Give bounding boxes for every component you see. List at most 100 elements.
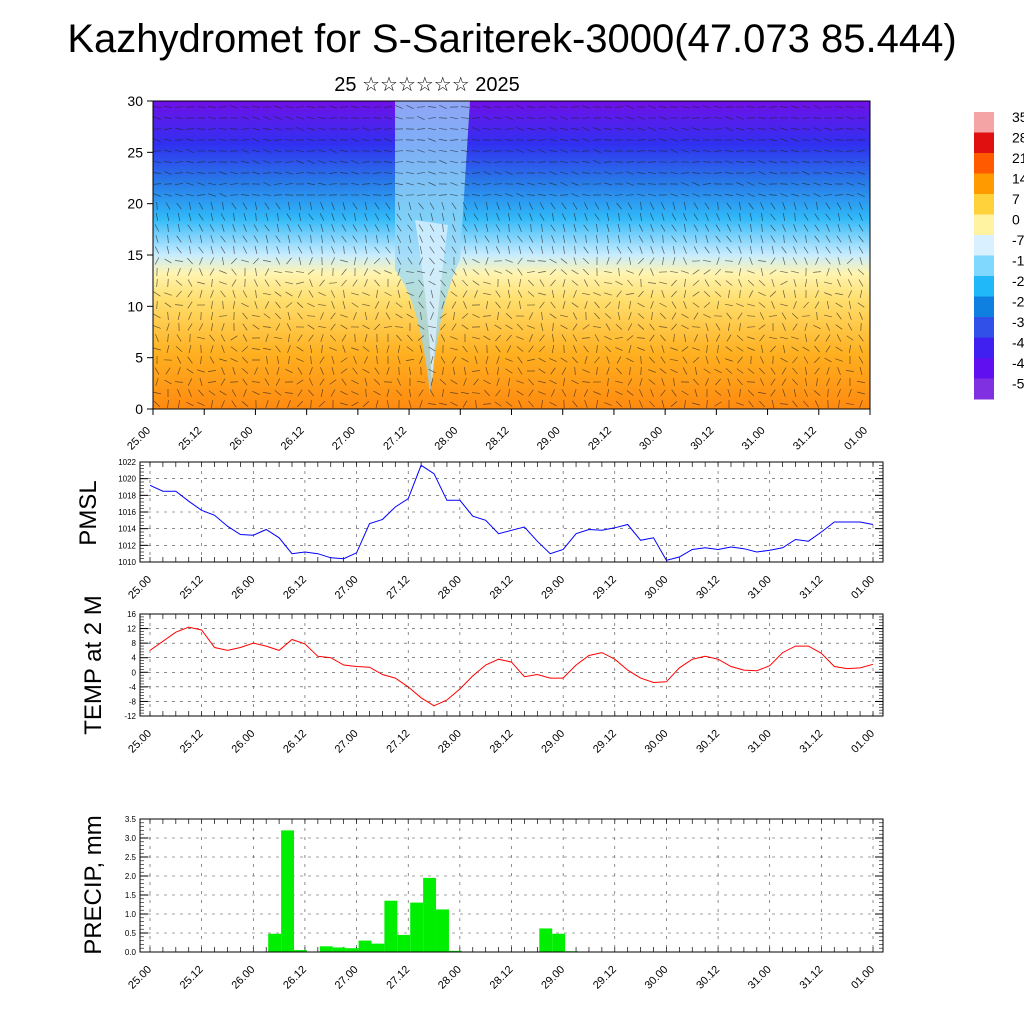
wind-barb <box>471 392 481 394</box>
wind-barb <box>472 160 480 164</box>
wind-barb <box>746 172 756 174</box>
wind-barb <box>826 224 830 232</box>
wind-barb <box>770 389 776 397</box>
wind-barb <box>408 235 412 243</box>
wind-barb <box>725 346 733 352</box>
wind-barb <box>153 400 161 408</box>
wind-barb <box>670 148 678 154</box>
wind-barb <box>285 302 293 308</box>
wind-barb <box>483 160 491 164</box>
wind-barb <box>761 223 763 233</box>
wind-barb <box>343 289 345 299</box>
wind-barb <box>616 246 622 254</box>
wind-barb <box>738 246 742 254</box>
wind-barb <box>792 235 798 243</box>
wind-barb <box>210 235 214 243</box>
wind-barb <box>175 346 183 352</box>
wind-barb <box>848 389 852 397</box>
wind-barb <box>661 246 665 254</box>
wind-barb <box>815 257 819 265</box>
wind-barb <box>725 127 733 131</box>
wind-barb <box>187 257 193 265</box>
wind-barb <box>188 389 192 397</box>
wind-barb <box>284 183 294 185</box>
wind-barb <box>793 279 797 287</box>
wind-barb <box>452 367 456 375</box>
wind-barb <box>515 183 525 185</box>
wind-barb <box>352 235 358 243</box>
wind-barb <box>736 335 744 341</box>
wind-barb <box>703 105 711 109</box>
wind-barb <box>482 183 492 185</box>
wind-barb <box>705 378 709 386</box>
wind-barb <box>495 224 501 232</box>
wind-barb <box>395 182 403 186</box>
wind-barb <box>429 202 435 210</box>
wind-barb <box>692 347 700 351</box>
wind-barb <box>856 381 866 383</box>
wind-barb <box>288 355 290 365</box>
wind-barb <box>715 323 721 331</box>
wind-barb <box>309 246 313 254</box>
wind-barb <box>670 193 678 197</box>
wind-barb <box>318 116 326 120</box>
wind-barb <box>670 171 678 175</box>
wind-barb <box>846 335 854 341</box>
wind-barb <box>187 356 193 364</box>
precip-bar <box>319 946 333 952</box>
wind-barb <box>265 235 269 243</box>
colorbar-segment <box>974 112 994 133</box>
wind-barb <box>572 334 578 342</box>
wind-barb <box>209 257 215 265</box>
wind-barb <box>551 345 555 353</box>
wind-barb <box>317 325 327 329</box>
wind-barb <box>274 390 282 396</box>
wind-barb <box>417 116 425 120</box>
wind-barb <box>551 389 555 397</box>
wind-barb <box>188 268 192 276</box>
wind-barb <box>703 313 711 319</box>
wind-barb <box>858 246 864 254</box>
wind-barb <box>526 194 536 196</box>
wind-barb <box>560 269 568 275</box>
temp-y-tick-label: 0 <box>132 668 137 677</box>
pmsl-y-tick-label: 1012 <box>118 541 136 550</box>
wind-barb <box>343 245 345 255</box>
wind-barb <box>540 246 544 254</box>
wind-barb <box>384 325 392 329</box>
pmsl-y-tick-label: 1022 <box>118 458 136 467</box>
wind-barb <box>814 224 820 232</box>
wind-barb <box>738 202 742 210</box>
wind-barb <box>497 366 499 376</box>
wind-barb <box>716 213 720 221</box>
wind-barb <box>396 257 402 265</box>
wind-barb <box>329 160 337 164</box>
wind-barb <box>374 279 380 287</box>
wind-barb <box>736 116 744 120</box>
wind-barb <box>187 378 193 386</box>
wind-barb <box>472 258 480 264</box>
wind-barb <box>473 213 479 221</box>
wind-barb <box>594 202 600 210</box>
wind-barb <box>529 213 533 221</box>
wind-barb <box>669 358 679 362</box>
wind-barb <box>308 389 314 397</box>
wind-barb <box>296 149 304 153</box>
wind-barb <box>463 268 467 276</box>
wind-barb <box>804 323 808 331</box>
wind-barb <box>220 378 226 386</box>
wind-barb <box>583 246 589 254</box>
wind-barb <box>582 258 590 264</box>
wind-barb <box>232 235 236 243</box>
wind-barb <box>596 366 598 376</box>
wind-barb <box>405 282 415 284</box>
wind-barb <box>683 235 687 243</box>
wind-barb <box>241 401 249 407</box>
wind-barb <box>475 399 477 409</box>
wind-barb <box>297 334 303 342</box>
wind-barb <box>196 161 206 163</box>
wind-barb <box>757 392 767 394</box>
wind-barb <box>793 224 797 232</box>
wind-barb <box>726 202 732 210</box>
wind-barb <box>463 301 467 309</box>
